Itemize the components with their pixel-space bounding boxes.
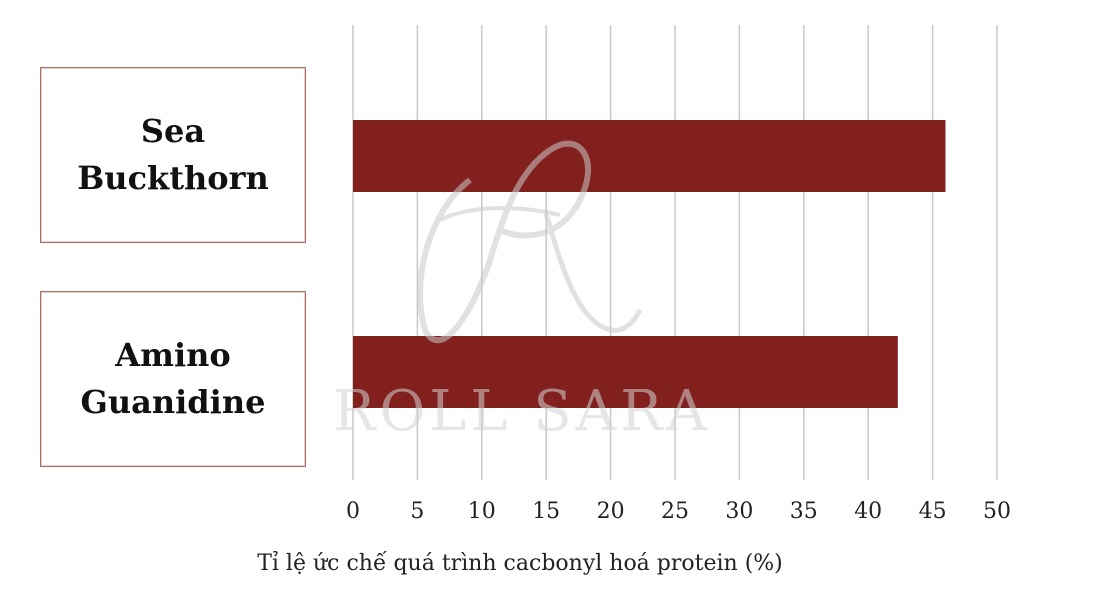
x-tick-label: 50 [983,499,1011,524]
x-tick-label: 0 [346,499,360,524]
x-tick-label: 30 [725,499,753,524]
x-tick-label: 35 [790,499,818,524]
x-tick-label: 15 [532,499,560,524]
x-tick-label: 20 [597,499,625,524]
watermark-logo: ROLL SARA [333,140,711,444]
category-label-amino-guanidine: Amino Guanidine [40,291,306,467]
watermark-text: ROLL SARA [333,379,711,444]
x-axis-label: Tỉ lệ ức chế quá trình cacbonyl hoá prot… [257,550,783,576]
category-label-sea-buckthorn: Sea Buckthorn [40,67,306,243]
x-tick-label: 5 [410,499,424,524]
x-tick-label: 45 [919,499,947,524]
bars [353,120,946,408]
bar-1 [353,336,898,408]
bar-0 [353,120,946,192]
x-tick-label: 40 [854,499,882,524]
x-axis-ticks: 0 5 10 15 20 25 30 35 40 45 50 [346,499,1011,524]
x-tick-label: 25 [661,499,689,524]
x-tick-label: 10 [468,499,496,524]
